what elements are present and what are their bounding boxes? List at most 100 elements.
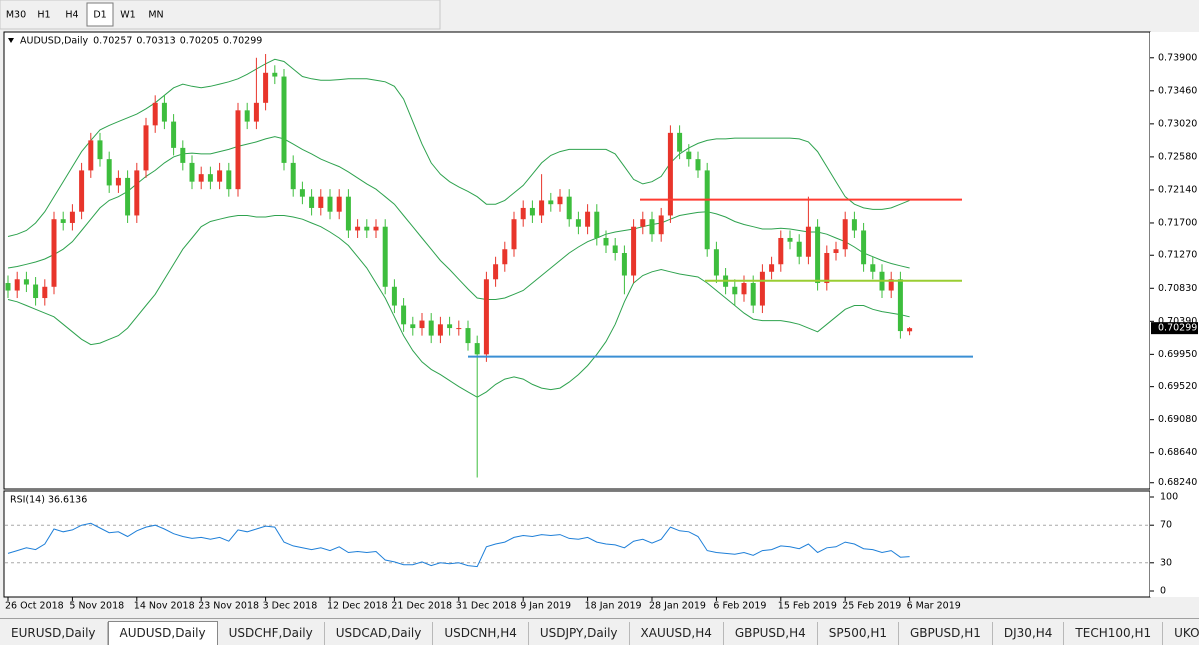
candle-body (493, 264, 499, 280)
candle-body (189, 162, 195, 182)
candle-body (152, 102, 158, 126)
chart-tab[interactable]: USDJPY,Daily (529, 622, 630, 645)
candle-body (272, 72, 278, 77)
candle-body (897, 279, 903, 332)
candle-body (842, 219, 848, 250)
candle-body (778, 237, 784, 265)
timeframe-button[interactable] (143, 3, 169, 26)
candle-body (33, 284, 39, 299)
ohlc-close: 0.70299 (223, 36, 262, 47)
candle-body (42, 286, 48, 299)
candle-body (391, 286, 397, 306)
candle-body (60, 219, 66, 223)
candle-body (815, 226, 821, 284)
chart-tab[interactable]: USDCNH,H4 (433, 622, 529, 645)
candle-body (69, 211, 75, 223)
candle-body (631, 226, 637, 276)
candle-body (750, 283, 756, 306)
candle-body (419, 320, 425, 329)
y-tick-label: 0.73900 (1158, 52, 1197, 63)
ohlc-open: 0.70257 (93, 36, 132, 47)
chart-tab[interactable]: TECH100,H1 (1064, 622, 1164, 645)
candle-body (382, 226, 388, 287)
timeframe-button[interactable] (59, 3, 85, 26)
candle-body (704, 170, 710, 250)
candle-body (401, 305, 407, 325)
candle-body (833, 249, 839, 253)
chart-tabs: EURUSD,Daily AUDUSD,Daily USDCHF,Daily USDC… (0, 618, 1199, 645)
candle-body (640, 219, 646, 227)
chart-tab[interactable]: GBPUSD,H1 (899, 622, 993, 645)
candle-body (171, 121, 177, 148)
candle-body (106, 159, 112, 186)
rsi-panel (3, 490, 1151, 598)
timeframe-label[interactable]: MN (148, 10, 163, 21)
bollinger-lower (7, 215, 910, 398)
y-tick-label: 0.71700 (1158, 217, 1197, 228)
ohlc-low: 0.70205 (180, 36, 219, 47)
y-tick-label: 0 (1160, 586, 1166, 597)
timeframe-label[interactable]: M30 (6, 10, 26, 21)
timeframe-button[interactable] (3, 3, 29, 26)
chart-tab[interactable]: USDCAD,Daily (325, 622, 434, 645)
candle-body (253, 102, 259, 122)
y-tick-label: 0.70830 (1158, 283, 1197, 294)
rsi-title: RSI(14) 36.6136 (10, 495, 87, 506)
timeframe-label[interactable]: H4 (65, 10, 78, 21)
candle-body (226, 170, 232, 190)
candle-body (143, 125, 149, 171)
candle-body (594, 211, 600, 238)
candle-body (529, 207, 535, 216)
candle-body (667, 132, 673, 216)
timeframe-label[interactable]: H1 (37, 10, 50, 21)
candle-body (851, 219, 857, 231)
chart-tab[interactable]: GBPUSD,H4 (724, 622, 818, 645)
x-tick-label: 18 Jan 2019 (585, 601, 642, 612)
rsi-line (7, 522, 910, 568)
candle-body (575, 219, 581, 227)
chart-tab[interactable]: SP500,H1 (818, 622, 899, 645)
y-tick-label: 0.69950 (1158, 349, 1197, 360)
x-tick-label: 3 Dec 2018 (263, 601, 318, 612)
candle-body (217, 170, 223, 182)
chart-tab[interactable]: XAUUSD,H4 (630, 622, 724, 645)
candle-body (355, 226, 361, 231)
candle-body (364, 226, 370, 231)
candle-body (520, 207, 526, 220)
y-tick-label: 30 (1160, 557, 1172, 568)
candle-body (474, 343, 480, 355)
candle-body (327, 196, 333, 212)
price-tag (1151, 322, 1198, 335)
candle-body (511, 219, 517, 250)
timeframe-label[interactable]: D1 (93, 10, 106, 21)
timeframe-button[interactable] (86, 2, 114, 27)
timeframe-label[interactable]: W1 (120, 10, 135, 21)
timeframe-button[interactable] (31, 3, 57, 26)
candle-body (88, 140, 94, 171)
x-tick-label: 26 Oct 2018 (5, 601, 64, 612)
chart-tab[interactable]: EURUSD,Daily (0, 622, 108, 645)
y-tick-label: 0.70390 (1158, 316, 1197, 327)
candle-body (97, 140, 103, 160)
candle-body (621, 252, 627, 276)
candle-body (14, 279, 20, 291)
y-tick-label: 0.68640 (1158, 447, 1197, 458)
candle-body (235, 110, 241, 190)
terminal: M30 H1 H4 D1 W1 MN 0.73900 0.73460 0.73020 0.7258… (0, 0, 1199, 612)
chart-tab[interactable]: UKOil, (1163, 622, 1199, 645)
candle-body (437, 324, 443, 336)
candle-body (502, 249, 508, 265)
timeframe-button[interactable] (115, 3, 141, 26)
candle-body (290, 162, 296, 190)
candle-body (649, 219, 655, 235)
candle-body (318, 196, 324, 208)
candle-body (695, 159, 701, 171)
price-tag-label: 0.70299 (1158, 323, 1197, 334)
candle-body (428, 320, 434, 336)
candle-body (51, 219, 57, 287)
chart-tab[interactable]: USDCHF,Daily (218, 622, 325, 645)
candle-body (557, 196, 563, 205)
chart-tab[interactable]: AUDUSD,Daily (107, 621, 218, 645)
candle-body (796, 241, 802, 257)
chart-tab[interactable]: DJ30,H4 (993, 622, 1065, 645)
